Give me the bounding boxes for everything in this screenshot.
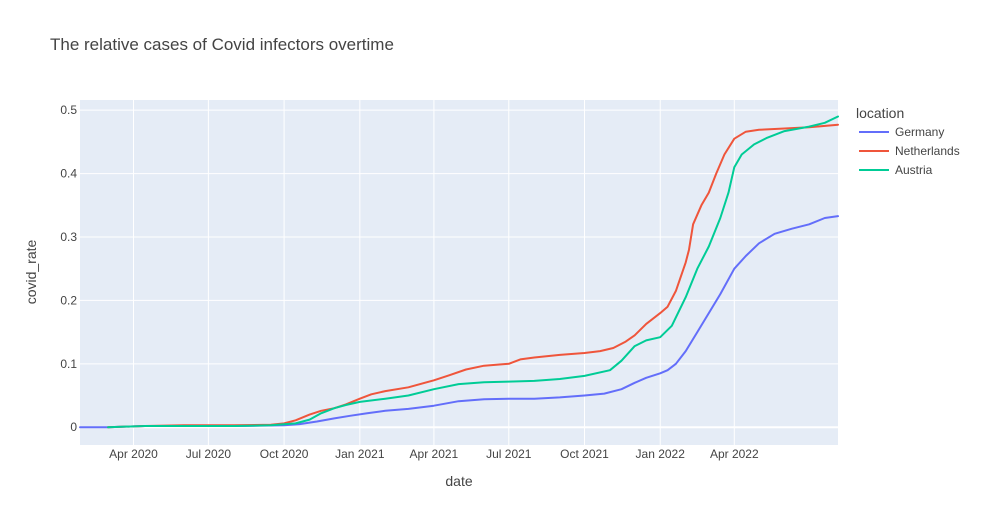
y-tick-label: 0.5 bbox=[60, 103, 77, 117]
series-line-netherlands bbox=[107, 123, 839, 429]
tick-labels: 0 0.1 0.2 0.3 0.4 0.5 Apr 2020 Jul 2020 Oct 2020… bbox=[60, 103, 759, 461]
legend-label: Austria bbox=[895, 163, 933, 177]
legend[interactable]: location Germany Netherlands Austria bbox=[856, 105, 960, 177]
y-tick-label: 0.1 bbox=[60, 357, 77, 371]
legend-label: Germany bbox=[895, 125, 944, 139]
x-tick-label: Oct 2021 bbox=[560, 447, 609, 461]
legend-label: Netherlands bbox=[895, 144, 960, 158]
x-tick-label: Apr 2022 bbox=[710, 447, 759, 461]
legend-item-austria[interactable]: Austria bbox=[859, 163, 933, 177]
chart-title: The relative cases of Covid infectors ov… bbox=[50, 35, 394, 54]
y-tick-label: 0 bbox=[70, 420, 77, 434]
y-axis-title: covid_rate bbox=[23, 239, 39, 304]
y-tick-label: 0.2 bbox=[60, 293, 77, 307]
y-tick-label: 0.3 bbox=[60, 230, 77, 244]
x-tick-label: Jan 2022 bbox=[636, 447, 686, 461]
x-tick-label: Jul 2020 bbox=[186, 447, 232, 461]
x-axis-title: date bbox=[445, 473, 472, 489]
x-tick-label: Oct 2020 bbox=[260, 447, 309, 461]
legend-item-netherlands[interactable]: Netherlands bbox=[859, 144, 960, 158]
x-tick-label: Apr 2021 bbox=[410, 447, 459, 461]
series-line-austria bbox=[107, 115, 839, 429]
series-lines bbox=[79, 115, 839, 429]
x-tick-label: Jan 2021 bbox=[335, 447, 385, 461]
x-tick-label: Apr 2020 bbox=[109, 447, 158, 461]
x-tick-label: Jul 2021 bbox=[486, 447, 532, 461]
y-tick-label: 0.4 bbox=[60, 167, 77, 181]
legend-title: location bbox=[856, 105, 904, 121]
legend-item-germany[interactable]: Germany bbox=[859, 125, 944, 139]
plot-area bbox=[80, 100, 838, 445]
series-line-germany bbox=[79, 215, 839, 429]
gridlines bbox=[80, 100, 838, 445]
